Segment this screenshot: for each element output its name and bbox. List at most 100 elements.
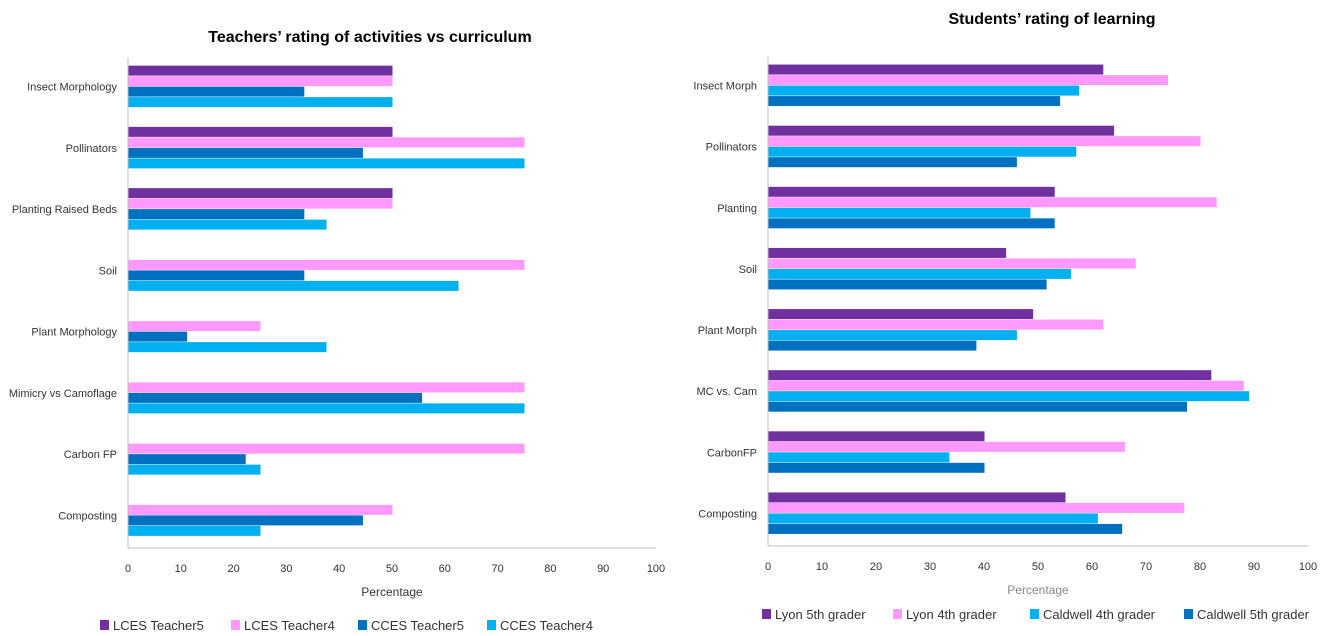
chart2-legend-label: Lyon 4th grader (906, 607, 997, 622)
chart2-bar (768, 218, 1055, 229)
chart2-bar (768, 370, 1212, 381)
chart2-legend-swatch (762, 609, 771, 619)
chart1-legend-label: CCES Teacher5 (371, 618, 464, 633)
chart2-tick-label: 70 (1140, 561, 1152, 573)
chart2-bar (768, 197, 1217, 208)
chart1-category-label: Planting Raised Beds (12, 204, 118, 216)
chart2-category-label: Soil (739, 264, 757, 276)
chart2-legend-label: Caldwell 5th grader (1197, 607, 1310, 622)
chart2-bar (768, 340, 977, 351)
chart2-bar (768, 247, 1007, 258)
chart2-bar (768, 492, 1066, 503)
chart1-bar (128, 331, 188, 342)
chart1-bar (128, 382, 525, 393)
chart2-tick-label: 90 (1248, 561, 1260, 573)
chart2-bar (768, 330, 1017, 341)
chart1-title: Teachers’ rating of activities vs curric… (208, 29, 531, 46)
chart2-tick-label: 100 (1299, 561, 1317, 573)
chart1-tick-label: 0 (125, 563, 131, 575)
chart2-bar (768, 452, 950, 463)
chart2-tick-label: 10 (816, 561, 828, 573)
chart1-tick-label: 100 (647, 563, 665, 575)
chart1-legend-swatch (231, 620, 240, 630)
chart1-bar (128, 280, 459, 291)
chart2-title: Students’ rating of learning (948, 11, 1155, 28)
chart2-bar (768, 64, 1104, 75)
chart2-bar (768, 523, 1123, 534)
chart1-tick-label: 70 (491, 563, 503, 575)
chart2-bar (768, 319, 1104, 330)
chart1-legend-label: LCES Teacher5 (113, 618, 204, 633)
chart2-bar (768, 462, 985, 473)
chart2-bar (768, 268, 1071, 279)
chart2-tick-label: 40 (978, 561, 990, 573)
chart2-bar (768, 186, 1055, 197)
chart1-bar (128, 65, 393, 76)
chart1-category-label: Carbon FP (64, 449, 117, 461)
chart1-tick-label: 80 (544, 563, 556, 575)
chart1-bar (128, 76, 393, 87)
chart2-bar (768, 391, 1250, 402)
chart1-bar (128, 270, 305, 281)
chart1-legend-label: CCES Teacher4 (500, 618, 593, 633)
chart2-legend-swatch (893, 609, 902, 619)
chart1-category-label: Plant Morphology (31, 327, 117, 339)
chart1-tick-label: 20 (227, 563, 239, 575)
chart1-category-label: Insect Morphology (27, 82, 117, 94)
chart1-bar (128, 198, 393, 209)
chart1-bar (128, 147, 363, 158)
chart2-bar (768, 75, 1169, 86)
chart2-legend-label: Caldwell 4th grader (1043, 607, 1156, 622)
chart1-bar (128, 158, 525, 169)
chart2-tick-label: 30 (924, 561, 936, 573)
chart1-tick-label: 30 (280, 563, 292, 575)
chart2-tick-label: 0 (765, 561, 771, 573)
chart1-bar (128, 443, 525, 454)
chart1-bar (128, 126, 393, 137)
chart1-category-label: Pollinators (66, 143, 118, 155)
chart2-bar (768, 146, 1077, 157)
chart2-bar (768, 136, 1201, 147)
chart1-category-label: Composting (58, 510, 117, 522)
chart2-bar (768, 207, 1031, 218)
chart2-category-label: Insect Morph (693, 81, 757, 93)
chart1-bar (128, 515, 363, 526)
chart2-bar (768, 513, 1098, 524)
chart2-bar (768, 258, 1136, 269)
chart1-bar (128, 403, 525, 414)
chart2-bar (768, 125, 1115, 136)
chart2-category-label: Composting (698, 508, 757, 520)
chart1-bar (128, 321, 261, 332)
chart1-bar (128, 219, 327, 230)
chart2-bar (768, 157, 1017, 168)
chart1-tick-label: 60 (439, 563, 451, 575)
chart1-tick-label: 10 (175, 563, 187, 575)
chart2-bar (768, 279, 1047, 290)
chart2-legend-swatch (1184, 609, 1193, 619)
chart1-legend-swatch (100, 620, 109, 630)
chart2-bar (768, 96, 1061, 107)
chart2-bar (768, 502, 1185, 513)
chart2-category-label: Plant Morph (698, 325, 757, 337)
chart2-tick-label: 60 (1086, 561, 1098, 573)
chart2-bar (768, 85, 1079, 96)
chart1-bar (128, 259, 525, 270)
chart2-bar (768, 441, 1125, 452)
chart2-category-label: CarbonFP (707, 447, 757, 459)
chart1-bar (128, 209, 305, 220)
chart1-tick-label: 90 (597, 563, 609, 575)
chart1-tick-label: 50 (386, 563, 398, 575)
chart1-bar (128, 97, 393, 108)
chart1-bar (128, 525, 261, 536)
chart1-bar (128, 464, 261, 475)
chart1-legend-label: LCES Teacher4 (244, 618, 335, 633)
chart1-bar (128, 342, 327, 353)
chart2-tick-label: 80 (1194, 561, 1206, 573)
chart1-bar (128, 454, 246, 465)
chart2-category-label: Pollinators (706, 142, 758, 154)
chart2-bar (768, 431, 985, 442)
chart1-bar (128, 137, 525, 148)
chart1-category-label: Mimicry vs Camoflage (9, 388, 117, 400)
chart2-tick-label: 20 (870, 561, 882, 573)
